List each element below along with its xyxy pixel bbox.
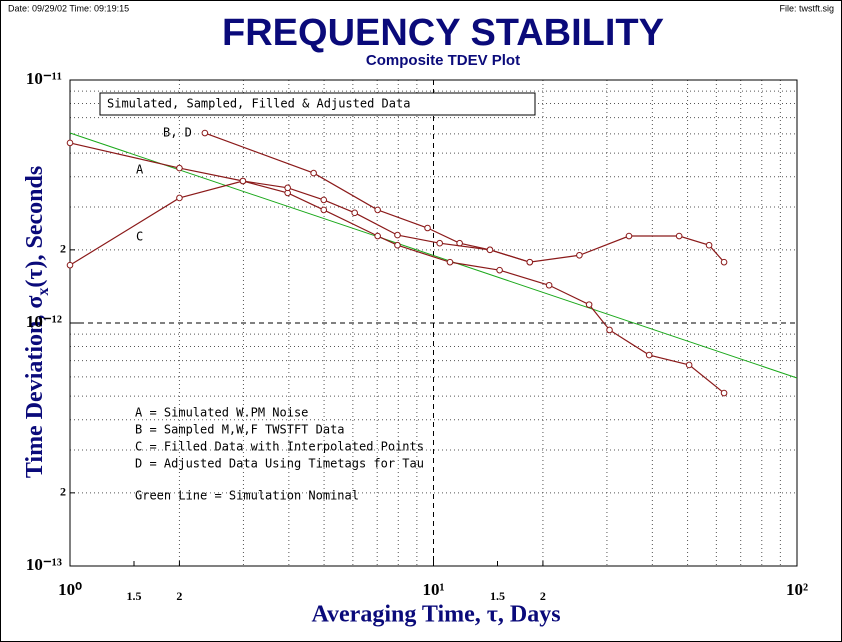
y-tick-label: 10⁻¹² [26, 312, 62, 331]
x-tick-label: 10¹ [422, 580, 444, 599]
point [585, 301, 593, 308]
x-tick-label: 10⁰ [58, 580, 82, 599]
point [625, 232, 633, 240]
point [66, 261, 74, 269]
point [351, 209, 358, 217]
point [310, 169, 317, 177]
legend-line: A = Simulated W.PM Noise [135, 406, 308, 420]
point [645, 351, 653, 359]
point [545, 281, 553, 289]
point [436, 239, 443, 247]
chart-title: FREQUENCY STABILITY [222, 12, 664, 54]
point [486, 246, 494, 254]
y-label-sub: x [35, 288, 52, 296]
point [176, 164, 183, 172]
y-tick-label: 10⁻¹¹ [26, 69, 62, 88]
point [424, 224, 431, 232]
legend-line: Green Line = Simulation Nominal [135, 489, 359, 503]
y-axis-label: Time Deviation, σx(τ), Seconds [22, 166, 53, 478]
header-file: File: twstft.sig [779, 3, 834, 13]
y-tick-label: 2 [60, 485, 66, 499]
point [720, 389, 728, 397]
curve-label: A [136, 163, 144, 177]
point [705, 241, 713, 249]
plot-frame [69, 79, 798, 567]
x-tick-label: 2 [176, 589, 182, 603]
point [239, 177, 247, 185]
point [576, 251, 583, 259]
x-axis-label: Averaging Time, τ, Days [311, 602, 560, 628]
point [374, 232, 381, 240]
nominal-line [69, 132, 798, 379]
legend-line: C = Filled Data with Interpolated Points [135, 440, 424, 454]
point [394, 241, 401, 249]
curve-label: B, D [163, 126, 192, 140]
curve-label: C [136, 230, 143, 244]
point [320, 206, 328, 214]
point [685, 361, 693, 369]
point [201, 129, 209, 137]
point [720, 258, 728, 266]
x-tick-label: 2 [540, 589, 546, 603]
point [446, 258, 454, 266]
point [320, 196, 328, 204]
point [374, 206, 381, 214]
header-date: Date: 09/29/02 Time: 09:19:15 [8, 3, 129, 13]
chart-subtitle: Composite TDEV Plot [366, 52, 520, 69]
point [526, 258, 534, 266]
y-tick-label: 10⁻¹³ [26, 555, 62, 574]
point [606, 326, 613, 334]
legend-line: D = Adjusted Data Using Timetags for Tau [135, 457, 424, 471]
x-tick-label: 10² [786, 580, 808, 599]
y-tick-label: 2 [60, 242, 66, 256]
point [176, 194, 183, 202]
point [66, 139, 74, 147]
point [675, 232, 683, 240]
legend-line: B = Sampled M,W,F TWSTFT Data [135, 423, 345, 437]
point [284, 184, 291, 192]
point [496, 266, 503, 274]
x-tick-label: 1.5 [127, 589, 142, 603]
text-box [99, 92, 536, 116]
point [394, 231, 401, 239]
box-text: Simulated, Sampled, Filled & Adjusted Da… [107, 97, 410, 111]
y-label-part: (τ), Seconds [22, 166, 48, 288]
series-line [69, 180, 530, 266]
x-tick-label: 1.5 [490, 589, 505, 603]
y-label-part: Time Deviation, σ [22, 296, 48, 479]
